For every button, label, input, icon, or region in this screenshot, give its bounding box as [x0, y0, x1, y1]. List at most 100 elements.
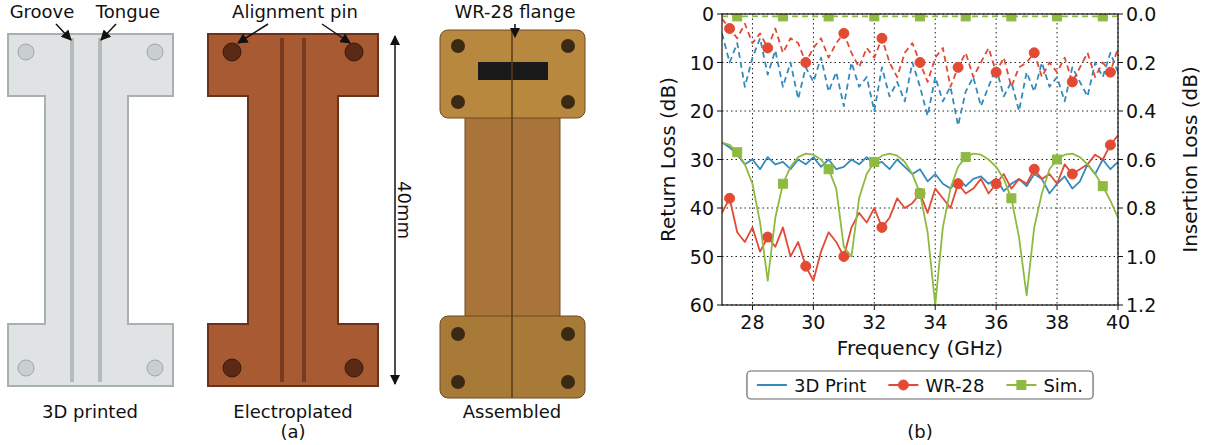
- label: WR-28 flange: [455, 1, 576, 22]
- marker: [953, 179, 963, 189]
- callout-arrow: [238, 24, 268, 43]
- plated-part: [208, 34, 378, 386]
- tick-label: 30: [801, 311, 825, 333]
- marker: [778, 14, 787, 21]
- tick: [935, 305, 936, 310]
- axis-title: Insertion Loss (dB): [1178, 66, 1202, 252]
- marker: [1098, 14, 1107, 21]
- tick-label: 0.0: [1126, 3, 1156, 25]
- marker: [898, 380, 908, 390]
- tick-label: 1.2: [1126, 294, 1156, 316]
- legend-box: [747, 371, 1093, 399]
- groove-line: [98, 38, 102, 382]
- series-line: [722, 135, 1118, 281]
- tick: [752, 305, 753, 310]
- legend-item: 3D Print: [757, 375, 866, 396]
- marker: [801, 58, 811, 68]
- marker: [1007, 194, 1016, 203]
- marker: [915, 58, 925, 68]
- pin: [223, 359, 241, 377]
- tick-label: 10: [690, 52, 714, 74]
- tick-label: 0: [702, 3, 714, 25]
- grid-line: [722, 208, 1118, 209]
- tick: [717, 62, 722, 63]
- tick-label: 40: [690, 197, 714, 219]
- series-line: [722, 143, 1118, 194]
- marker: [839, 28, 849, 38]
- tick-label: 38: [1045, 311, 1069, 333]
- tick: [717, 111, 722, 112]
- tick-label: 20: [690, 100, 714, 122]
- hole: [561, 39, 575, 53]
- tick: [717, 208, 722, 209]
- marker: [1007, 14, 1016, 21]
- hole: [451, 375, 465, 389]
- tick: [813, 305, 814, 310]
- marker: [1105, 67, 1115, 77]
- pin: [223, 43, 241, 61]
- marker: [839, 252, 849, 262]
- marker: [1029, 164, 1039, 174]
- legend-swatch: [757, 384, 787, 386]
- tick-label: 0.6: [1126, 149, 1156, 171]
- grid-line: [722, 256, 1118, 257]
- hole: [18, 44, 34, 60]
- tick-label: 60: [690, 294, 714, 316]
- groove-line: [280, 38, 284, 382]
- marker: [877, 222, 887, 232]
- hole: [147, 360, 163, 376]
- marker: [1105, 140, 1115, 150]
- marker: [824, 14, 833, 21]
- callout-arrow: [514, 24, 516, 37]
- tick: [717, 305, 722, 306]
- callout-arrow: [56, 24, 71, 40]
- marker: [1053, 14, 1062, 21]
- marker: [725, 24, 735, 34]
- tick-label: 32: [862, 311, 886, 333]
- grid-line: [722, 111, 1118, 112]
- legend: 3D Print WR-28 Sim.: [747, 371, 1093, 399]
- marker: [870, 14, 879, 21]
- marker: [991, 179, 1001, 189]
- tick: [1118, 305, 1119, 310]
- label: Alignment pin: [232, 1, 358, 22]
- marker: [870, 157, 879, 166]
- label: 40mm: [394, 181, 415, 239]
- printed-part: [8, 34, 173, 386]
- label: Tongue: [95, 1, 160, 22]
- tick: [874, 305, 875, 310]
- marker: [1017, 381, 1026, 390]
- hole: [561, 327, 575, 341]
- tick: [996, 305, 997, 310]
- label: 3D printed: [42, 401, 138, 422]
- marker: [824, 165, 833, 174]
- label: Groove: [10, 1, 75, 22]
- marker: [763, 232, 773, 242]
- tick-label: 50: [690, 246, 714, 268]
- tick: [717, 159, 722, 160]
- figure: 40mm Groove Tongue Alignment pin WR-28 flang…: [0, 0, 1209, 445]
- tick: [1118, 62, 1123, 63]
- tick: [717, 14, 722, 15]
- legend-item: WR-28: [888, 375, 984, 396]
- tick-label: 36: [984, 311, 1008, 333]
- waveguide-opening: [478, 62, 548, 80]
- legend-label: Sim.: [1043, 375, 1083, 396]
- pin: [345, 359, 363, 377]
- marker: [877, 33, 887, 43]
- groove-line: [302, 38, 306, 382]
- series-line: [722, 143, 1118, 305]
- marker: [916, 189, 925, 198]
- tick-label: 0.2: [1126, 52, 1156, 74]
- panel-a: 40mm Groove Tongue Alignment pin WR-28 flang…: [8, 1, 585, 442]
- marker: [961, 153, 970, 162]
- marker: [1053, 155, 1062, 164]
- tick-label: 1.0: [1126, 246, 1156, 268]
- tick: [1118, 14, 1123, 15]
- tick: [1118, 111, 1123, 112]
- pin: [345, 43, 363, 61]
- tick: [1057, 305, 1058, 310]
- marker: [1029, 48, 1039, 58]
- marker: [725, 193, 735, 203]
- marker: [961, 14, 970, 21]
